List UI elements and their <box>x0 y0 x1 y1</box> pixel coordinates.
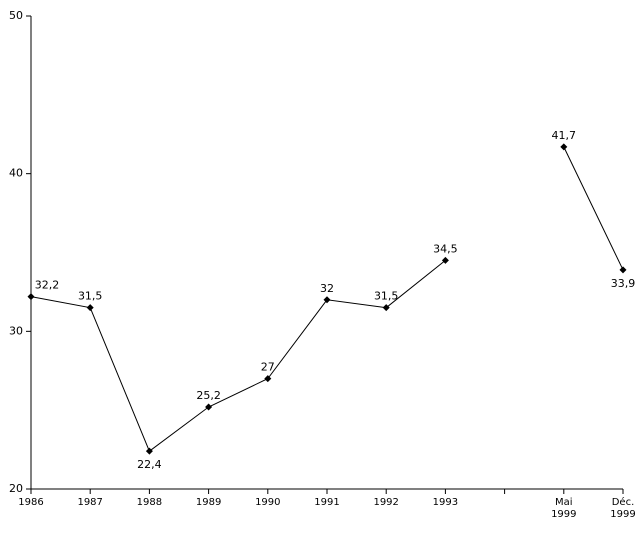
data-label: 31,5 <box>374 290 399 303</box>
marker <box>205 403 213 411</box>
x-tick-label: 1989 <box>195 497 222 508</box>
marker <box>382 304 390 312</box>
y-tick-label: 50 <box>9 9 23 22</box>
x-tick-label: Mai 1999 <box>551 497 577 520</box>
x-tick-label: 1986 <box>18 497 44 508</box>
data-label: 32,2 <box>35 279 60 292</box>
data-label: 31,5 <box>78 290 103 303</box>
marker <box>560 143 568 151</box>
marker <box>323 296 331 304</box>
x-tick-label: 1990 <box>255 497 281 508</box>
x-tick-label: 1987 <box>77 497 103 508</box>
marker <box>441 256 449 264</box>
data-label: 34,5 <box>433 242 458 255</box>
y-tick-label: 30 <box>9 324 23 337</box>
data-label: 22,4 <box>137 458 162 471</box>
x-tick-label: Déc. 1999 <box>610 497 636 520</box>
data-label: 32 <box>320 282 334 295</box>
y-tick-label: 20 <box>9 482 23 495</box>
x-tick-label: 1988 <box>136 497 163 508</box>
data-label: 27 <box>261 361 275 374</box>
x-tick-label: 1991 <box>314 497 340 508</box>
data-label: 41,7 <box>552 129 577 142</box>
y-tick-label: 40 <box>9 167 23 180</box>
line <box>30 146 624 452</box>
data-label: 25,2 <box>196 389 221 402</box>
x-tick-label: 1993 <box>432 497 459 508</box>
data-label: 33,9 <box>611 277 636 290</box>
x-tick-label: 1992 <box>373 497 399 508</box>
marker <box>619 266 627 274</box>
marker <box>145 447 153 455</box>
marker <box>86 304 94 312</box>
marker <box>27 293 35 301</box>
marker <box>264 375 272 383</box>
